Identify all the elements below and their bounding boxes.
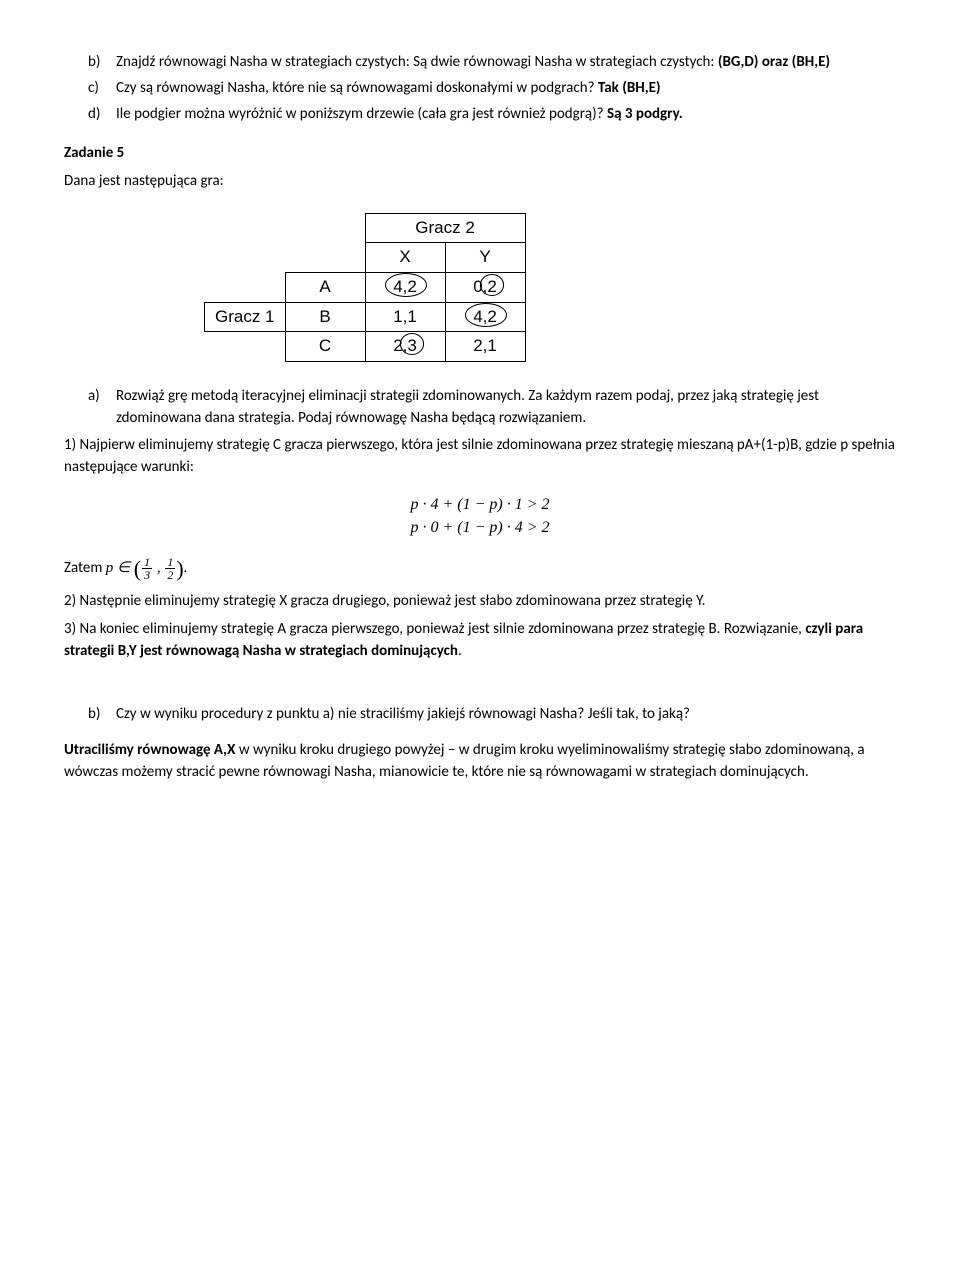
list-marker: b) xyxy=(88,704,116,726)
list-body: Ile podgier można wyróżnić w poniższym d… xyxy=(116,104,896,126)
list-item-b: b) Znajdź równowagi Nasha w strategiach … xyxy=(88,52,896,74)
bold-text: Utraciliśmy równowagę A,X xyxy=(64,741,235,759)
den: 3 xyxy=(142,569,152,581)
den: 2 xyxy=(165,569,175,581)
final-paragraph: Utraciliśmy równowagę A,X w wyniku kroku… xyxy=(64,740,896,784)
game-table-wrap: Gracz 2 X Y A 4,2 0,2 Gracz 1 B 1,1 4,2 … xyxy=(204,213,896,362)
step1-text: 1) Najpierw eliminujemy strategię C grac… xyxy=(64,435,896,479)
empty-cell xyxy=(285,213,365,243)
list-body: Znajdź równowagi Nasha w strategiach czy… xyxy=(116,52,896,74)
text: . xyxy=(458,642,462,660)
list-marker: b) xyxy=(88,52,116,74)
zadanie5-intro: Dana jest następująca gra: xyxy=(64,171,896,193)
list-item-d: d) Ile podgier można wyróżnić w poniższy… xyxy=(88,104,896,126)
payoff: 4,2 xyxy=(391,275,419,300)
col-X: X xyxy=(365,243,445,273)
bold-text: Tak (BH,E) xyxy=(598,79,661,97)
math-line-2: p · 0 + (1 − p) · 4 > 2 xyxy=(64,516,896,539)
empty-cell xyxy=(205,273,286,303)
step3-text: 3) Na koniec eliminujemy strategię A gra… xyxy=(64,619,896,663)
empty-cell xyxy=(205,332,286,362)
text: Znajdź równowagi Nasha w strategiach czy… xyxy=(116,53,718,71)
payoff: 4,2 xyxy=(471,305,499,330)
zatem-prefix: Zatem xyxy=(64,559,106,577)
text: Czy są równowagi Nasha, które nie są rów… xyxy=(116,79,598,97)
cell-CY: 2,1 xyxy=(445,332,525,362)
p-in: p ∈ xyxy=(106,560,134,576)
frac-1-3: 13 xyxy=(141,556,153,581)
payoff: 1,1 xyxy=(391,305,419,330)
game-table: Gracz 2 X Y A 4,2 0,2 Gracz 1 B 1,1 4,2 … xyxy=(204,213,526,362)
cell-AY: 0,2 xyxy=(445,273,525,303)
empty-cell xyxy=(285,243,365,273)
list-body: Czy w wyniku procedury z punktu a) nie s… xyxy=(116,704,896,726)
row-B: B xyxy=(285,302,365,332)
empty-cell xyxy=(205,243,286,273)
payoff: 2,1 xyxy=(471,334,499,359)
step2-text: 2) Następnie eliminujemy strategię X gra… xyxy=(64,591,896,613)
list-item-b2: b) Czy w wyniku procedury z punktu a) ni… xyxy=(88,704,896,726)
cell-BY: 4,2 xyxy=(445,302,525,332)
row-C: C xyxy=(285,332,365,362)
list-marker: a) xyxy=(88,386,116,430)
zadanie5-title: Zadanie 5 xyxy=(64,143,896,165)
zatem-line: Zatem p ∈ (13 , 12). xyxy=(64,553,896,585)
math-inline: p ∈ (13 , 12). xyxy=(106,560,188,576)
cell-CX: 2,3 xyxy=(365,332,445,362)
list-item-a: a) Rozwiąż grę metodą iteracyjnej elimin… xyxy=(88,386,896,430)
empty-cell xyxy=(205,213,286,243)
list-body: Rozwiąż grę metodą iteracyjnej eliminacj… xyxy=(116,386,896,430)
frac-1-2: 12 xyxy=(164,556,176,581)
list-item-c: c) Czy są równowagi Nasha, które nie są … xyxy=(88,78,896,100)
text: 3) Na koniec eliminujemy strategię A gra… xyxy=(64,620,805,638)
p2-label: Gracz 2 xyxy=(365,213,525,243)
spacer xyxy=(64,668,896,700)
list-body: Czy są równowagi Nasha, które nie są rów… xyxy=(116,78,896,100)
list-marker: c) xyxy=(88,78,116,100)
payoff: 0,2 xyxy=(471,275,499,300)
bold-text: (BG,D) oraz (BH,E) xyxy=(718,53,830,71)
col-Y: Y xyxy=(445,243,525,273)
cell-BX: 1,1 xyxy=(365,302,445,332)
math-block: p · 4 + (1 − p) · 1 > 2 p · 0 + (1 − p) … xyxy=(64,493,896,539)
math-line-1: p · 4 + (1 − p) · 1 > 2 xyxy=(64,493,896,516)
list-marker: d) xyxy=(88,104,116,126)
p1-label: Gracz 1 xyxy=(205,302,286,332)
cell-AX: 4,2 xyxy=(365,273,445,303)
row-A: A xyxy=(285,273,365,303)
payoff: 2,3 xyxy=(391,334,419,359)
text: Ile podgier można wyróżnić w poniższym d… xyxy=(116,105,607,123)
bold-text: Są 3 podgry. xyxy=(607,105,683,123)
